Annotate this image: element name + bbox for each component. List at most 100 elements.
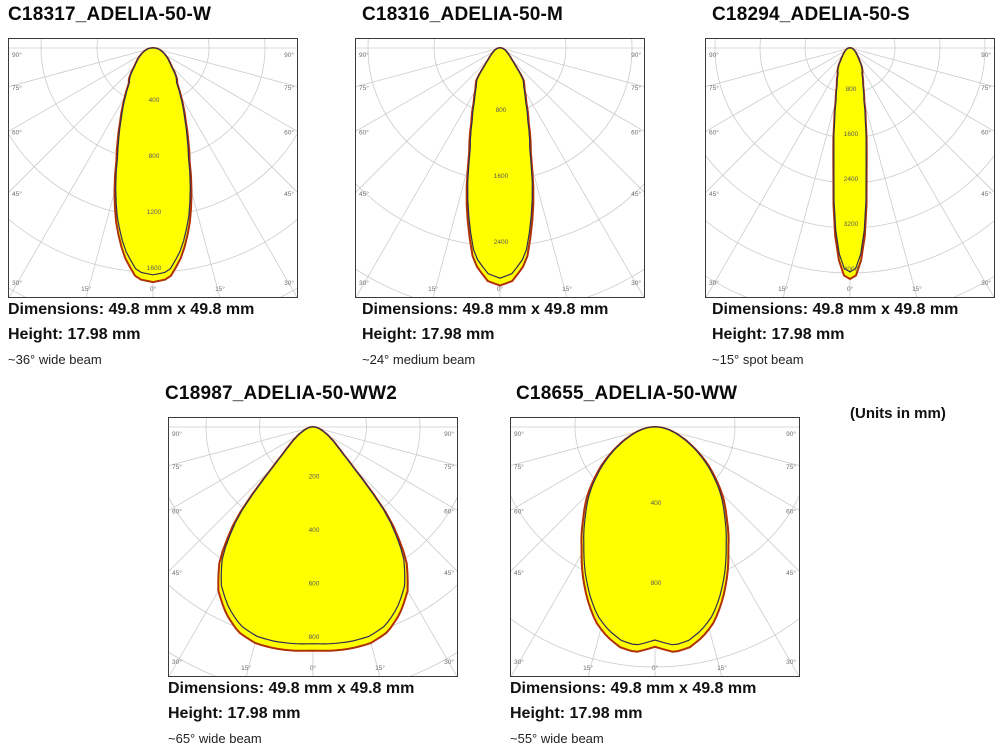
height-text: Height: 17.98 mm — [8, 326, 141, 343]
polar-plot-svg: 400 800 90° 90° 75° 75° 60° 60° 45° 45° 30° 30° 15° 1… — [510, 417, 800, 677]
height-text: Height: 17.98 mm — [362, 326, 495, 343]
chart-title: C18655_ADELIA-50-WW — [516, 383, 738, 404]
svg-text:90°: 90° — [284, 51, 294, 59]
dimensions-text: Dimensions: 49.8 mm x 49.8 mm — [362, 301, 609, 318]
svg-text:800: 800 — [149, 153, 160, 160]
svg-text:75°: 75° — [284, 84, 294, 92]
svg-text:75°: 75° — [514, 463, 524, 471]
svg-text:60°: 60° — [709, 129, 719, 137]
beam-shape — [465, 47, 535, 287]
svg-text:30°: 30° — [981, 279, 991, 287]
svg-text:30°: 30° — [284, 279, 294, 287]
svg-text:60°: 60° — [359, 129, 369, 137]
svg-text:15°: 15° — [778, 285, 788, 293]
svg-text:30°: 30° — [172, 658, 182, 666]
svg-text:30°: 30° — [359, 279, 369, 287]
svg-text:45°: 45° — [284, 190, 294, 198]
svg-text:0°: 0° — [847, 285, 854, 293]
beam-angle-text: ~36° wide beam — [8, 352, 102, 367]
svg-text:90°: 90° — [709, 51, 719, 59]
svg-text:0°: 0° — [652, 664, 659, 672]
polar-plot-adelia-50-s: 800 1600 2400 3200 4000 90° 90° 75° 75° 60° 60° 45°… — [705, 38, 995, 298]
svg-text:90°: 90° — [631, 51, 641, 59]
svg-text:90°: 90° — [444, 430, 454, 438]
svg-text:45°: 45° — [709, 190, 719, 198]
svg-text:30°: 30° — [709, 279, 719, 287]
beam-shape — [217, 426, 409, 652]
svg-text:400: 400 — [309, 527, 320, 534]
svg-text:90°: 90° — [359, 51, 369, 59]
height-text: Height: 17.98 mm — [510, 705, 643, 722]
polar-plot-adelia-50-w: 400 800 1200 1600 90° 90° 75° 75° 60° 60° 45° 45° 30… — [8, 38, 298, 298]
polar-plot-svg: 400 800 1200 1600 90° 90° 75° 75° 60° 60° 45° 45° 30… — [8, 38, 298, 298]
svg-text:90°: 90° — [981, 51, 991, 59]
svg-text:15°: 15° — [912, 285, 922, 293]
beam-angle-text: ~24° medium beam — [362, 352, 476, 367]
svg-text:4000: 4000 — [844, 266, 859, 273]
svg-text:30°: 30° — [786, 658, 796, 666]
svg-text:15°: 15° — [241, 664, 251, 672]
svg-text:15°: 15° — [562, 285, 572, 293]
beam-shape — [580, 426, 730, 653]
svg-text:90°: 90° — [514, 430, 524, 438]
svg-text:75°: 75° — [172, 463, 182, 471]
grid-labels: 200 400 600 800 90° 90° 75° 75° 60° 60° 45° 45° 30° 3… — [172, 430, 454, 672]
svg-text:2400: 2400 — [494, 239, 509, 246]
dimensions-text: Dimensions: 49.8 mm x 49.8 mm — [510, 680, 757, 697]
svg-text:0°: 0° — [150, 285, 157, 293]
svg-text:15°: 15° — [215, 285, 225, 293]
svg-text:15°: 15° — [375, 664, 385, 672]
beam-angle-text: ~15° spot beam — [712, 352, 804, 367]
svg-text:2400: 2400 — [844, 176, 859, 183]
svg-text:15°: 15° — [583, 664, 593, 672]
grid-labels: 400 800 90° 90° 75° 75° 60° 60° 45° 45° 30° 30° 15° 1… — [514, 430, 796, 672]
svg-text:30°: 30° — [631, 279, 641, 287]
dimensions-text: Dimensions: 49.8 mm x 49.8 mm — [168, 680, 415, 697]
svg-text:45°: 45° — [786, 569, 796, 577]
grid-labels: 400 800 1200 1600 90° 90° 75° 75° 60° 60° 45° 45° 30… — [12, 51, 294, 293]
units-note: (Units in mm) — [850, 405, 946, 422]
dimensions-text: Dimensions: 49.8 mm x 49.8 mm — [712, 301, 959, 318]
grid-labels: 800 1600 2400 90° 90° 75° 75° 60° 60° 45° 45° 30° 30… — [359, 51, 641, 293]
svg-text:75°: 75° — [631, 84, 641, 92]
beam-shape — [832, 47, 868, 281]
svg-text:75°: 75° — [444, 463, 454, 471]
svg-text:60°: 60° — [514, 508, 524, 516]
svg-text:60°: 60° — [284, 129, 294, 137]
svg-text:60°: 60° — [12, 129, 22, 137]
svg-text:90°: 90° — [12, 51, 22, 59]
svg-text:45°: 45° — [444, 569, 454, 577]
svg-text:30°: 30° — [12, 279, 22, 287]
svg-text:45°: 45° — [12, 190, 22, 198]
svg-text:30°: 30° — [444, 658, 454, 666]
svg-text:15°: 15° — [81, 285, 91, 293]
svg-text:800: 800 — [496, 107, 507, 114]
svg-text:0°: 0° — [497, 285, 504, 293]
svg-text:75°: 75° — [786, 463, 796, 471]
height-text: Height: 17.98 mm — [712, 326, 845, 343]
svg-text:75°: 75° — [709, 84, 719, 92]
svg-text:60°: 60° — [172, 508, 182, 516]
svg-text:800: 800 — [309, 634, 320, 641]
svg-text:15°: 15° — [717, 664, 727, 672]
polar-plot-adelia-50-ww2: 200 400 600 800 90° 90° 75° 75° 60° 60° 45° 45° 30° 3… — [168, 417, 458, 677]
beam-angle-text: ~55° wide beam — [510, 731, 604, 746]
svg-text:600: 600 — [309, 581, 320, 588]
polar-plot-adelia-50-m: 800 1600 2400 90° 90° 75° 75° 60° 60° 45° 45° 30° 30… — [355, 38, 645, 298]
svg-text:30°: 30° — [514, 658, 524, 666]
svg-text:60°: 60° — [786, 508, 796, 516]
height-text: Height: 17.98 mm — [168, 705, 301, 722]
svg-text:1600: 1600 — [844, 131, 859, 138]
svg-text:45°: 45° — [981, 190, 991, 198]
chart-title: C18316_ADELIA-50-M — [362, 4, 564, 25]
svg-text:3200: 3200 — [844, 221, 859, 228]
svg-text:45°: 45° — [514, 569, 524, 577]
svg-text:800: 800 — [651, 580, 662, 587]
svg-text:90°: 90° — [172, 430, 182, 438]
svg-text:800: 800 — [846, 86, 857, 93]
beam-angle-text: ~65° wide beam — [168, 731, 262, 746]
beam-shape — [113, 47, 193, 284]
polar-plot-adelia-50-ww: 400 800 90° 90° 75° 75° 60° 60° 45° 45° 30° 30° 15° 1… — [510, 417, 800, 677]
svg-text:1600: 1600 — [147, 265, 162, 272]
